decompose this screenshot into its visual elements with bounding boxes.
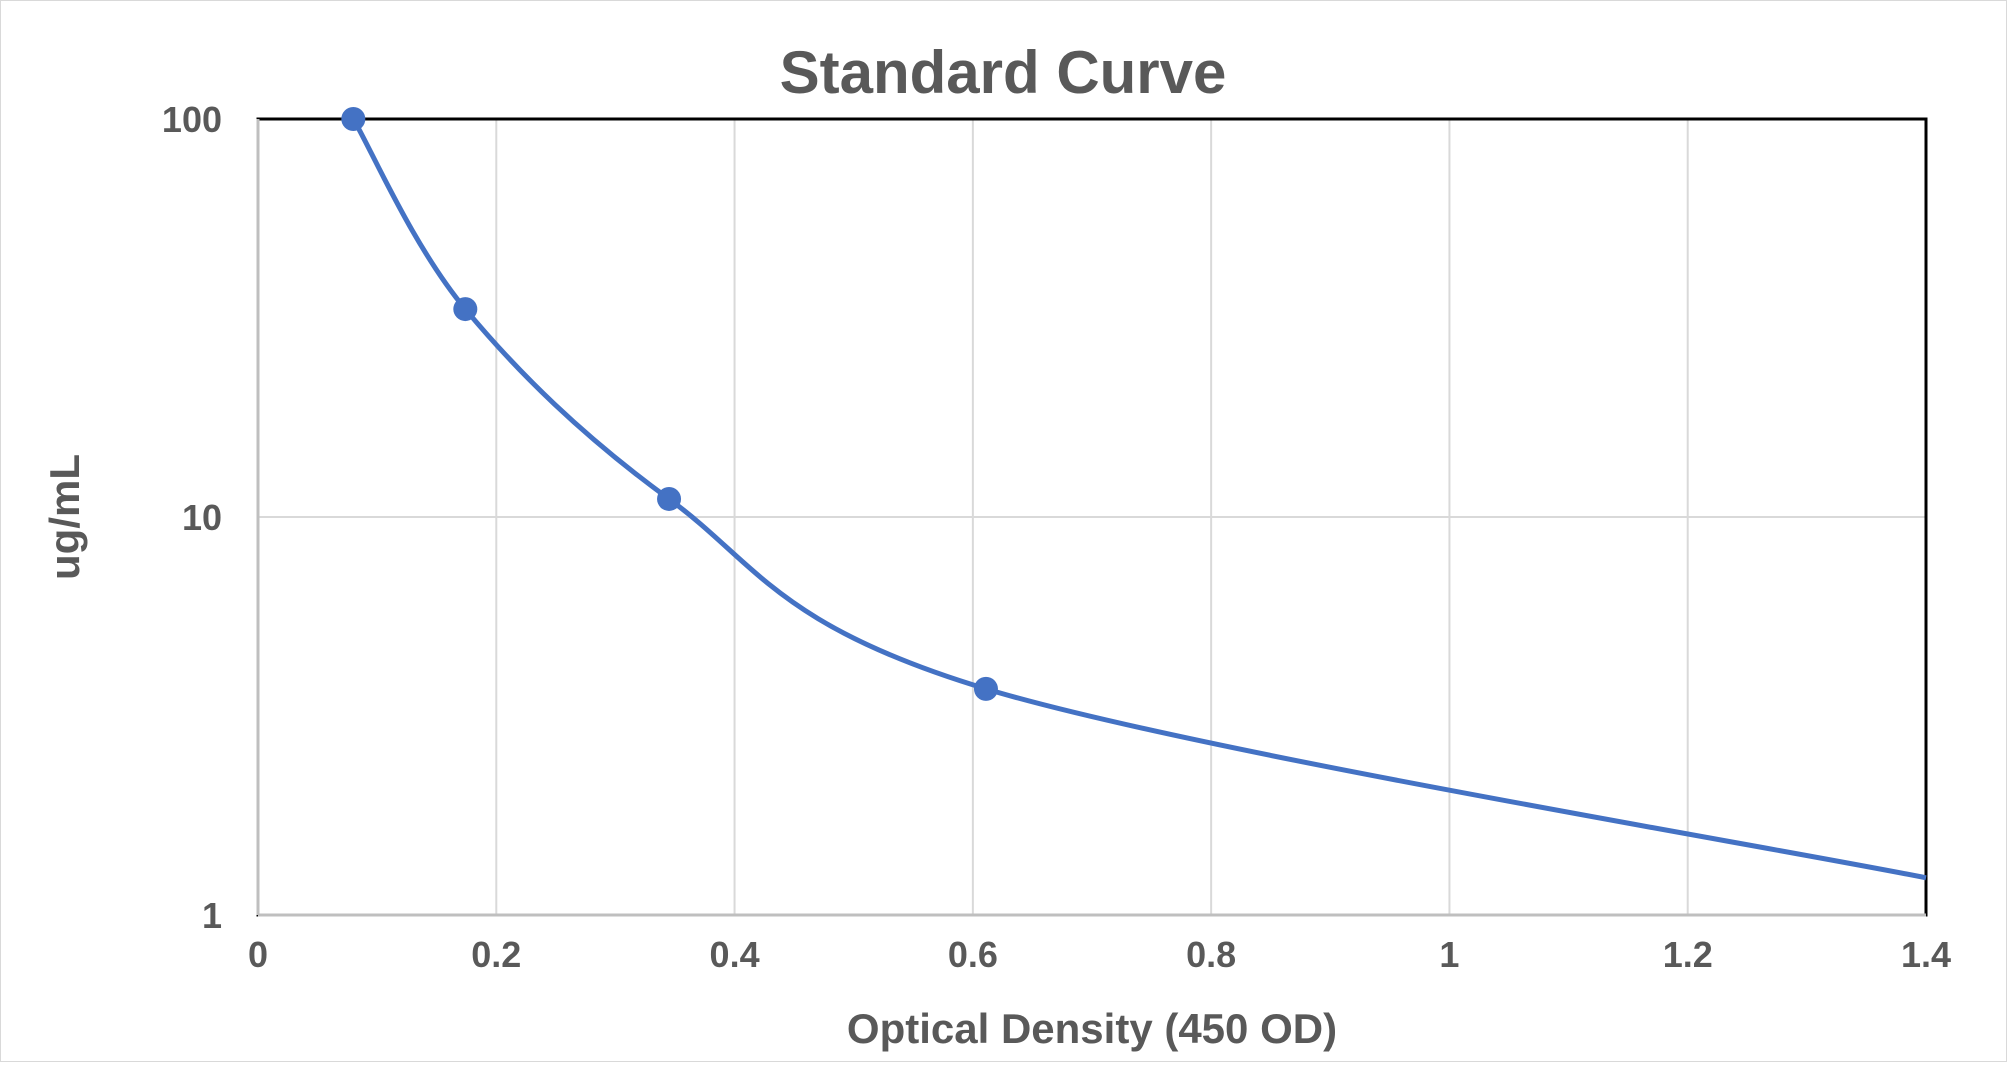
data-point-marker <box>453 297 478 322</box>
y-tick-label: 10 <box>182 497 222 538</box>
x-tick-label: 0 <box>248 934 268 975</box>
y-tick-label: 100 <box>162 99 222 140</box>
x-tick-label: 1.2 <box>1663 934 1713 975</box>
x-tick-label: 0.4 <box>710 934 760 975</box>
y-axis-title: ug/mL <box>41 454 88 580</box>
x-tick-labels: 0 0.2 0.4 0.6 0.8 1 1.2 1.4 <box>248 934 1951 975</box>
data-point-marker <box>341 107 366 131</box>
x-axis-title: Optical Density (450 OD) <box>847 1005 1337 1052</box>
chart-title: Standard Curve <box>780 39 1227 106</box>
gridlines <box>258 119 1926 915</box>
y-tick-label: 1 <box>202 895 222 936</box>
data-point-marker <box>657 486 682 511</box>
x-tick-label: 1 <box>1439 934 1459 975</box>
series-layer <box>341 107 1927 881</box>
x-tick-label: 1.4 <box>1901 934 1951 975</box>
y-tick-labels: 1 10 100 <box>162 99 222 936</box>
data-point-marker <box>973 676 998 701</box>
x-tick-label: 0.6 <box>948 934 998 975</box>
x-tick-label: 0.8 <box>1186 934 1236 975</box>
x-tick-label: 0.2 <box>471 934 521 975</box>
series-line <box>351 117 1927 881</box>
